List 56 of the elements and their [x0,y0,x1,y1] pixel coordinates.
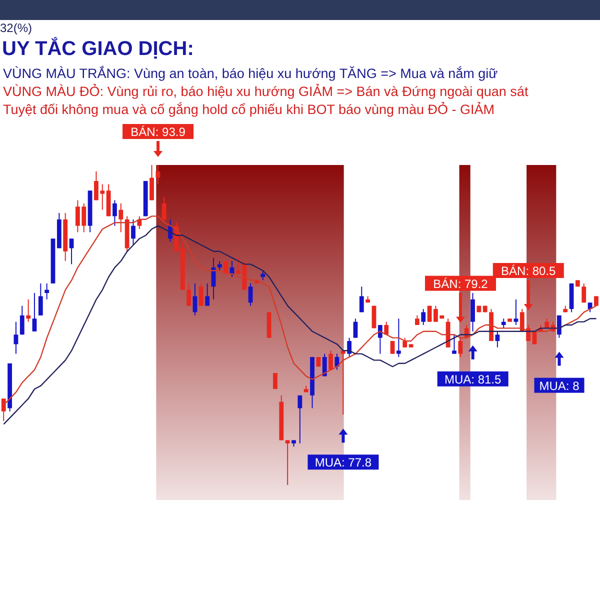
candlestick [514,298,518,326]
text: Tuyệt đối không mua và cố gắng hold cổ phiếu khi BOT báo vùng màu ĐỎ - GIẢM [3,102,495,117]
chart-subtitle: 32(%) [0,21,32,35]
candlestick [501,318,506,329]
candlestick [470,292,475,332]
candlestick [458,337,463,358]
candlestick [186,282,191,306]
candlestick [217,260,222,272]
candlestick [582,282,586,304]
candlestick [162,196,166,224]
annotation: MUA: 77.8 [314,456,372,470]
candlestick [273,373,278,389]
candlestick [150,165,154,201]
candlestick [38,282,43,316]
candlestick [452,334,456,354]
candlestick [396,318,401,358]
candlestick [495,330,500,348]
candlestick [1,398,6,422]
candlestick [32,292,37,332]
candlestick [69,238,74,265]
candlestick [378,324,382,354]
candlestick [248,282,253,306]
candlestick [192,282,198,316]
annotation: MUA: 81.5 [444,372,502,386]
candlestick [131,218,136,246]
candlestick [427,305,432,322]
annotation: BÁN: 79.2 [433,276,488,291]
text: VÙNG MÀU ĐỎ: Vùng rủi ro, báo hiệu xu hướng GIẢM => Bán và Đứng ngoài quan sát [3,84,528,99]
candlestick [260,270,266,281]
annotation: MUA: 8 [539,378,580,393]
text: VÙNG MÀU TRẮNG: Vùng an toàn, báo hiệu xu hướng TĂNG => Mua và nắm giữ [3,66,498,81]
text: BÁN: 93.9 [130,125,186,139]
chart-title: UY TẮC GIAO DỊCH: [2,38,194,61]
candlestick [353,318,358,338]
annotation: BÁN: 80.5 [501,264,556,278]
candlestick [44,282,50,300]
candlestick [118,202,124,233]
candlestick [14,321,18,354]
candlestick [20,305,24,336]
candlestick [156,165,160,185]
candlestick [137,216,142,230]
candlestick [328,350,333,370]
candlestick [384,321,389,336]
candlestick [340,350,346,416]
candlestick [224,261,228,274]
candlestick [347,337,352,358]
candlestick [112,200,117,226]
candlestick [359,286,364,313]
candlestick [285,440,290,485]
candlestick [205,282,210,306]
candlestick [198,282,204,306]
candlestick [421,308,426,326]
candlestick [26,298,31,322]
candlestick [298,394,302,444]
candlestick [390,340,395,354]
candlestick [402,337,408,348]
